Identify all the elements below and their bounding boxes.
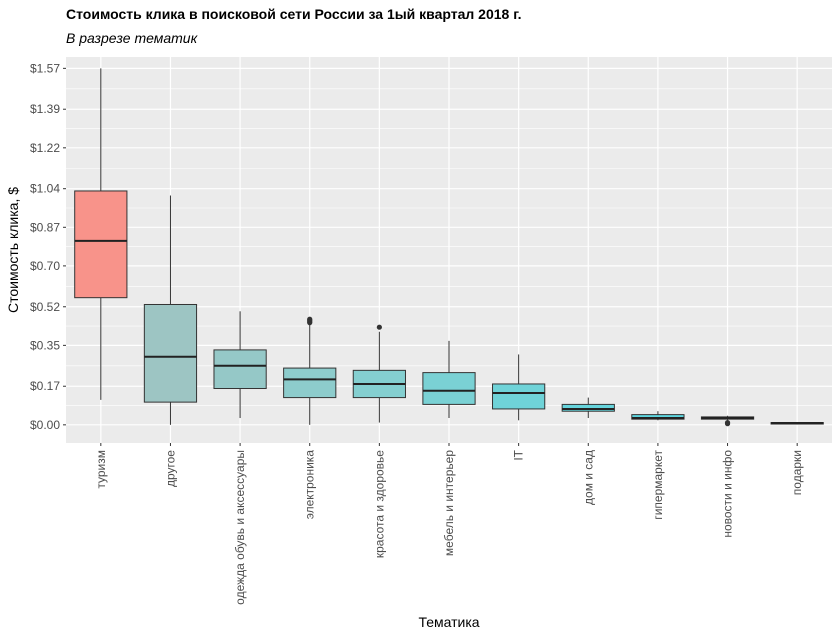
- y-tick-label: $0.35: [30, 338, 60, 352]
- x-tick-label: подарки: [790, 450, 804, 495]
- box-6: [422, 340, 476, 419]
- x-tick-label: одежда обувь и аксессуары: [233, 450, 247, 605]
- x-tick-label: электроника: [303, 450, 317, 520]
- outlier-point: [376, 324, 382, 330]
- x-tick-label: гипермаркет: [651, 450, 665, 520]
- x-tick-label: туризм: [94, 450, 108, 489]
- box-10: [700, 415, 755, 427]
- x-tick-label: IT: [512, 449, 526, 460]
- y-tick-label: $1.57: [30, 61, 60, 75]
- outlier-point: [724, 419, 731, 426]
- outlier-point: [307, 316, 313, 322]
- box-8: [561, 397, 615, 419]
- chart-title: Стоимость клика в поисковой сети России …: [66, 6, 522, 22]
- y-axis: $0.00 $0.17 $0.35 $0.52 $0.70 $0.87 $1.04 $1.22…: [30, 61, 66, 432]
- x-tick-label: новости и инфо: [721, 450, 735, 538]
- y-tick-label: $0.70: [30, 259, 60, 273]
- x-axis-title: Тематика: [418, 614, 479, 630]
- y-axis-title: Стоимость клика, $: [5, 187, 21, 313]
- y-tick-label: $1.22: [30, 141, 60, 155]
- x-axis: туризм другое одежда обувь и аксессуары эле…: [94, 443, 804, 605]
- x-tick-label: красота и здоровье: [372, 450, 386, 558]
- x-tick-label: дом и сад: [581, 450, 595, 505]
- boxes-layer: [74, 68, 824, 427]
- box-4: [283, 316, 337, 425]
- y-tick-label: $0.87: [30, 220, 60, 234]
- box-iqr: [74, 190, 128, 299]
- box-1: [74, 68, 128, 400]
- box-iqr: [561, 403, 615, 412]
- box-iqr: [631, 414, 685, 420]
- box-9: [631, 411, 685, 421]
- box-2: [143, 195, 198, 425]
- chart-subtitle: В разрезе тематик: [66, 30, 199, 46]
- y-tick-label: $0.52: [30, 300, 60, 314]
- box-11: [770, 422, 824, 425]
- box-3: [213, 311, 267, 419]
- box-iqr: [492, 383, 546, 410]
- y-tick-label: $0.00: [30, 418, 60, 432]
- box-iqr: [213, 349, 267, 390]
- box-7: [492, 354, 546, 421]
- box-iqr: [283, 367, 337, 399]
- box-iqr: [143, 303, 198, 403]
- y-tick-label: $1.39: [30, 102, 60, 116]
- x-tick-label: другое: [163, 450, 177, 487]
- y-tick-label: $1.04: [30, 182, 60, 196]
- box-5: [352, 324, 406, 423]
- box-iqr: [422, 372, 476, 405]
- y-tick-label: $0.17: [30, 379, 60, 393]
- x-tick-label: мебель и интерьер: [442, 450, 456, 556]
